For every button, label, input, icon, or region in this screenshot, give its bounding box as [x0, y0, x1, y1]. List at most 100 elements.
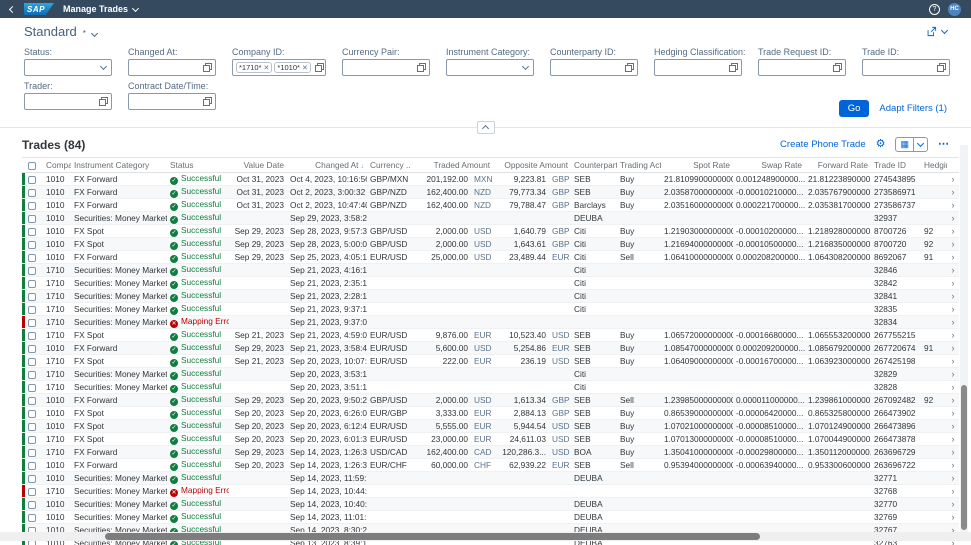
row-checkbox[interactable] — [25, 329, 43, 342]
token-remove-icon[interactable]: ✕ — [302, 64, 308, 72]
token-remove-icon[interactable]: ✕ — [264, 64, 270, 72]
row-checkbox[interactable] — [25, 225, 43, 238]
value-help-icon[interactable] — [99, 97, 108, 106]
checkbox[interactable] — [28, 436, 36, 444]
row-navigation-chevron[interactable]: › — [947, 485, 959, 498]
checkbox[interactable] — [28, 488, 36, 496]
row-checkbox[interactable] — [25, 420, 43, 433]
row-navigation-chevron[interactable]: › — [947, 329, 959, 342]
currency-pair-input[interactable] — [342, 59, 430, 76]
col-company[interactable]: Compa... — [43, 158, 71, 173]
row-navigation-chevron[interactable]: › — [947, 433, 959, 446]
row-checkbox[interactable] — [25, 407, 43, 420]
value-help-icon[interactable] — [833, 63, 842, 72]
col-instrument-category[interactable]: Instrument Category — [71, 158, 167, 173]
chevron-down-icon[interactable] — [941, 27, 948, 34]
counterparty-id-input[interactable] — [550, 59, 638, 76]
value-help-icon[interactable] — [203, 63, 212, 72]
checkbox[interactable] — [28, 319, 36, 327]
trader-input[interactable] — [24, 93, 112, 110]
row-navigation-chevron[interactable]: › — [947, 303, 959, 316]
app-title[interactable]: Manage Trades — [63, 4, 138, 14]
share-icon[interactable] — [926, 26, 937, 37]
value-help-icon[interactable] — [937, 63, 946, 72]
row-checkbox[interactable] — [25, 446, 43, 459]
row-navigation-chevron[interactable]: › — [947, 511, 959, 524]
row-navigation-chevron[interactable]: › — [947, 251, 959, 264]
checkbox[interactable] — [28, 306, 36, 314]
row-navigation-chevron[interactable]: › — [947, 355, 959, 368]
row-navigation-chevron[interactable]: › — [947, 199, 959, 212]
avatar[interactable]: HC — [948, 3, 961, 16]
status-select[interactable] — [24, 59, 112, 76]
collapse-header-button[interactable] — [477, 121, 495, 134]
row-checkbox[interactable] — [25, 264, 43, 277]
checkbox[interactable] — [28, 501, 36, 509]
value-help-icon[interactable] — [417, 63, 426, 72]
company-id-input[interactable]: *1710*✕ *1010*✕ — [232, 59, 326, 76]
export-spreadsheet-icon[interactable]: ▦ — [896, 138, 913, 151]
vertical-scrollbar-thumb[interactable] — [961, 385, 967, 530]
row-checkbox[interactable] — [25, 511, 43, 524]
trade-request-id-input[interactable] — [758, 59, 846, 76]
checkbox[interactable] — [28, 475, 36, 483]
horizontal-scrollbar[interactable] — [0, 532, 971, 541]
checkbox[interactable] — [28, 462, 36, 470]
help-icon[interactable]: ? — [929, 4, 940, 15]
overflow-icon[interactable]: ⋯ — [938, 139, 949, 150]
row-checkbox[interactable] — [25, 251, 43, 264]
checkbox[interactable] — [28, 345, 36, 353]
instrument-category-select[interactable] — [446, 59, 534, 76]
row-checkbox[interactable] — [25, 433, 43, 446]
row-navigation-chevron[interactable]: › — [947, 381, 959, 394]
row-navigation-chevron[interactable]: › — [947, 342, 959, 355]
row-checkbox[interactable] — [25, 459, 43, 472]
row-navigation-chevron[interactable]: › — [947, 212, 959, 225]
col-currency-pair[interactable]: Currency ... — [367, 158, 411, 173]
value-help-icon[interactable] — [203, 97, 212, 106]
row-checkbox[interactable] — [25, 342, 43, 355]
row-navigation-chevron[interactable]: › — [947, 420, 959, 433]
value-help-icon[interactable] — [729, 63, 738, 72]
filter-token[interactable]: *1710*✕ — [236, 62, 272, 73]
row-navigation-chevron[interactable]: › — [947, 446, 959, 459]
row-navigation-chevron[interactable]: › — [947, 394, 959, 407]
row-navigation-chevron[interactable]: › — [947, 459, 959, 472]
col-trading-activity[interactable]: Trading Activity — [617, 158, 661, 173]
col-counterparty-id[interactable]: Counterparty ID — [571, 158, 617, 173]
row-navigation-chevron[interactable]: › — [947, 173, 959, 186]
checkbox[interactable] — [28, 254, 36, 262]
row-checkbox[interactable] — [25, 277, 43, 290]
vertical-scrollbar[interactable] — [960, 145, 968, 533]
checkbox[interactable] — [28, 384, 36, 392]
checkbox[interactable] — [28, 358, 36, 366]
checkbox[interactable] — [28, 332, 36, 340]
row-navigation-chevron[interactable]: › — [947, 316, 959, 329]
go-button[interactable]: Go — [839, 100, 870, 117]
row-navigation-chevron[interactable]: › — [947, 498, 959, 511]
create-phone-trade-button[interactable]: Create Phone Trade — [780, 139, 866, 150]
row-checkbox[interactable] — [25, 368, 43, 381]
row-navigation-chevron[interactable]: › — [947, 368, 959, 381]
row-navigation-chevron[interactable]: › — [947, 472, 959, 485]
checkbox[interactable] — [28, 202, 36, 210]
row-checkbox[interactable] — [25, 186, 43, 199]
col-forward-rate[interactable]: Forward Rate — [805, 158, 871, 173]
row-navigation-chevron[interactable]: › — [947, 277, 959, 290]
row-checkbox[interactable] — [25, 316, 43, 329]
row-navigation-chevron[interactable]: › — [947, 407, 959, 420]
row-navigation-chevron[interactable]: › — [947, 238, 959, 251]
checkbox[interactable] — [28, 397, 36, 405]
row-checkbox[interactable] — [25, 355, 43, 368]
contract-datetime-input[interactable] — [128, 93, 216, 110]
row-checkbox[interactable] — [25, 290, 43, 303]
row-checkbox[interactable] — [25, 472, 43, 485]
export-menu-chevron[interactable] — [913, 138, 927, 151]
col-spot-rate[interactable]: Spot Rate — [661, 158, 733, 173]
checkbox[interactable] — [28, 241, 36, 249]
row-checkbox[interactable] — [25, 394, 43, 407]
changed-at-input[interactable] — [128, 59, 216, 76]
trade-id-input[interactable] — [862, 59, 950, 76]
checkbox[interactable] — [28, 423, 36, 431]
row-navigation-chevron[interactable]: › — [947, 186, 959, 199]
